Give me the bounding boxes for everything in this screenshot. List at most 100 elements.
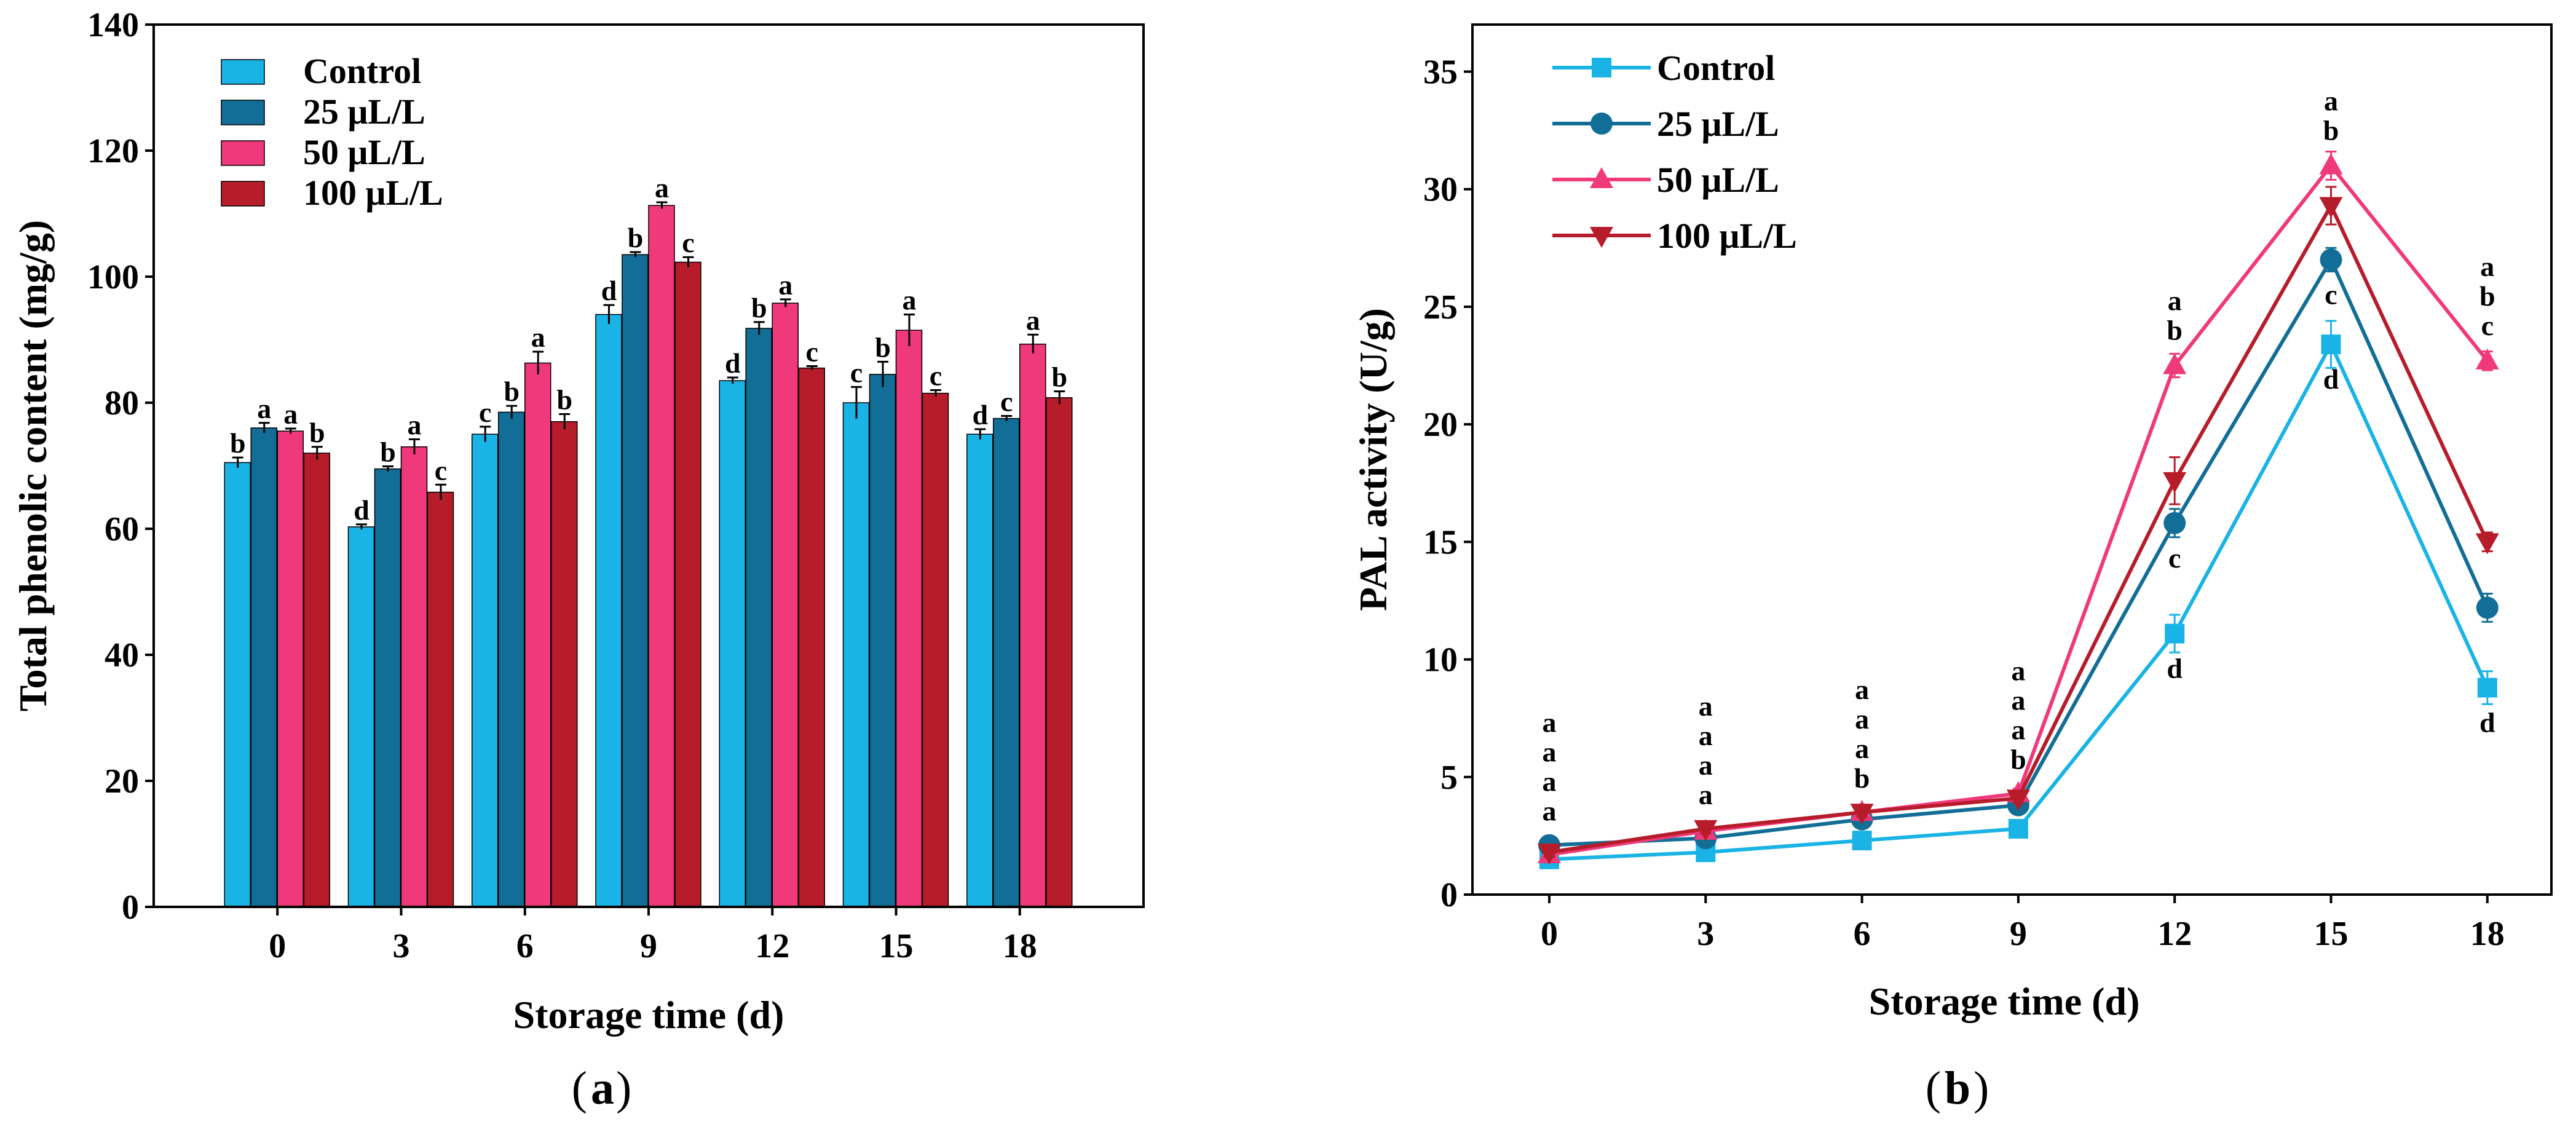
x-tick-label: 18 bbox=[1003, 927, 1037, 965]
significance-letter: b bbox=[309, 417, 325, 448]
significance-letter: a bbox=[1855, 703, 1869, 735]
legend-label: Control bbox=[303, 51, 421, 91]
data-point bbox=[2321, 334, 2341, 355]
x-axis-title: Storage time (d) bbox=[1869, 979, 2140, 1023]
significance-letter: d bbox=[2167, 653, 2183, 684]
significance-letter: c bbox=[2168, 542, 2181, 574]
y-tick-label: 35 bbox=[1423, 53, 1458, 91]
significance-letter: c bbox=[1000, 386, 1013, 417]
x-tick-label: 3 bbox=[1697, 915, 1714, 953]
significance-letter: b bbox=[1854, 762, 1870, 794]
data-point bbox=[2008, 818, 2028, 839]
bar bbox=[347, 526, 375, 908]
bar bbox=[277, 430, 304, 908]
y-axis-title: Total phenolic content (mg/g) bbox=[11, 220, 55, 711]
significance-letter: a bbox=[1543, 737, 1557, 768]
y-tick-label: 25 bbox=[1423, 288, 1458, 326]
legend-label: 50 μL/L bbox=[1657, 160, 1779, 200]
y-tick-label: 100 bbox=[87, 258, 139, 296]
panel-paren-open: ( bbox=[1926, 1062, 1941, 1114]
bar bbox=[551, 421, 578, 908]
significance-letter: c bbox=[2325, 279, 2337, 310]
significance-letter: a bbox=[408, 409, 422, 440]
significance-letter: c bbox=[435, 454, 447, 486]
data-point bbox=[1538, 844, 1561, 865]
significance-letter: c bbox=[930, 360, 942, 392]
legend-label: 25 μL/L bbox=[1657, 104, 1779, 144]
significance-letter: b bbox=[875, 331, 891, 363]
x-tick-label: 6 bbox=[1854, 915, 1871, 953]
bar bbox=[400, 446, 428, 908]
significance-letter: a bbox=[1699, 690, 1713, 722]
bar bbox=[922, 392, 949, 908]
significance-letter: d bbox=[354, 494, 369, 526]
significance-letter: b bbox=[556, 384, 572, 415]
bar bbox=[595, 314, 622, 908]
y-tick-label: 80 bbox=[105, 384, 139, 422]
bar bbox=[869, 374, 896, 908]
legend-swatch bbox=[221, 100, 265, 125]
bar bbox=[719, 380, 746, 908]
bar bbox=[993, 417, 1020, 908]
bar bbox=[524, 362, 551, 908]
significance-letter: a bbox=[2011, 685, 2025, 716]
data-point bbox=[2006, 789, 2030, 811]
significance-letter: a bbox=[2480, 251, 2494, 282]
y-tick-label: 140 bbox=[87, 6, 139, 44]
bar bbox=[427, 491, 454, 908]
bar bbox=[966, 433, 994, 908]
bar bbox=[745, 328, 772, 908]
bar bbox=[622, 254, 649, 908]
x-tick-label: 3 bbox=[393, 927, 410, 965]
data-point bbox=[1852, 831, 1872, 851]
legend-marker bbox=[1590, 167, 1613, 188]
plot-frame bbox=[152, 23, 1145, 908]
bar bbox=[1046, 397, 1073, 908]
legend-marker bbox=[1590, 113, 1613, 135]
y-axis-title: PAL activity (U/g) bbox=[1351, 308, 1395, 611]
x-tick-label: 9 bbox=[2010, 915, 2027, 953]
y-tick-label: 20 bbox=[105, 762, 139, 801]
data-point bbox=[2165, 623, 2185, 644]
data-point bbox=[2163, 512, 2186, 534]
significance-letter: a bbox=[2011, 655, 2025, 687]
significance-letter: b bbox=[504, 376, 520, 407]
y-tick-label: 20 bbox=[1423, 406, 1458, 444]
bar bbox=[472, 433, 499, 908]
significance-letter: a bbox=[2011, 714, 2025, 746]
significance-letter: b bbox=[2010, 744, 2026, 775]
significance-letter: b bbox=[1051, 362, 1067, 393]
significance-letter: b bbox=[2479, 280, 2495, 312]
data-point bbox=[2475, 348, 2499, 370]
data-point bbox=[1694, 820, 1718, 841]
significance-letter: a bbox=[1543, 766, 1557, 797]
bar bbox=[303, 453, 330, 908]
y-tick-label: 0 bbox=[122, 888, 139, 927]
data-point bbox=[2320, 248, 2342, 271]
significance-letter: a bbox=[1699, 720, 1713, 751]
significance-letter: d bbox=[972, 399, 988, 430]
y-tick-label: 15 bbox=[1423, 523, 1458, 561]
significance-letter: a bbox=[257, 393, 271, 424]
significance-letter: c bbox=[682, 227, 694, 258]
x-tick-label: 0 bbox=[1541, 915, 1558, 953]
bar bbox=[842, 402, 870, 908]
legend-swatch bbox=[221, 59, 265, 85]
significance-letter: b bbox=[230, 427, 246, 459]
significance-letter: a bbox=[1855, 674, 1869, 705]
x-tick-label: 12 bbox=[2157, 915, 2192, 953]
legend-marker bbox=[1590, 227, 1613, 248]
x-tick-label: 6 bbox=[516, 927, 534, 965]
significance-letter: d bbox=[725, 347, 741, 379]
panel-paren-close: ) bbox=[1973, 1062, 1989, 1114]
significance-letter: a bbox=[1699, 779, 1713, 810]
x-tick-label: 18 bbox=[2470, 915, 2505, 953]
data-point bbox=[2477, 678, 2497, 698]
significance-letter: b bbox=[751, 292, 767, 323]
significance-letter: a bbox=[1026, 304, 1040, 336]
significance-letter: d bbox=[2323, 363, 2339, 395]
significance-letter: a bbox=[531, 322, 545, 353]
